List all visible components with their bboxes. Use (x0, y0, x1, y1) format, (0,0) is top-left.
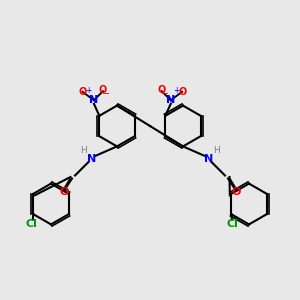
Text: H: H (80, 146, 86, 155)
Text: O: O (78, 87, 87, 97)
Text: N: N (89, 95, 99, 105)
Text: O: O (178, 87, 186, 97)
Text: O: O (231, 187, 241, 197)
Text: Cl: Cl (26, 219, 38, 229)
Text: −: − (103, 89, 111, 99)
Text: +: + (173, 86, 180, 95)
Text: N: N (87, 154, 96, 164)
Text: +: + (85, 86, 91, 95)
Text: O: O (99, 85, 107, 95)
Text: O: O (158, 85, 166, 95)
Text: N: N (166, 95, 176, 105)
Text: N: N (204, 154, 213, 164)
Text: −: − (161, 89, 169, 99)
Text: O: O (59, 187, 69, 197)
Text: Cl: Cl (227, 219, 239, 229)
Text: H: H (214, 146, 220, 155)
